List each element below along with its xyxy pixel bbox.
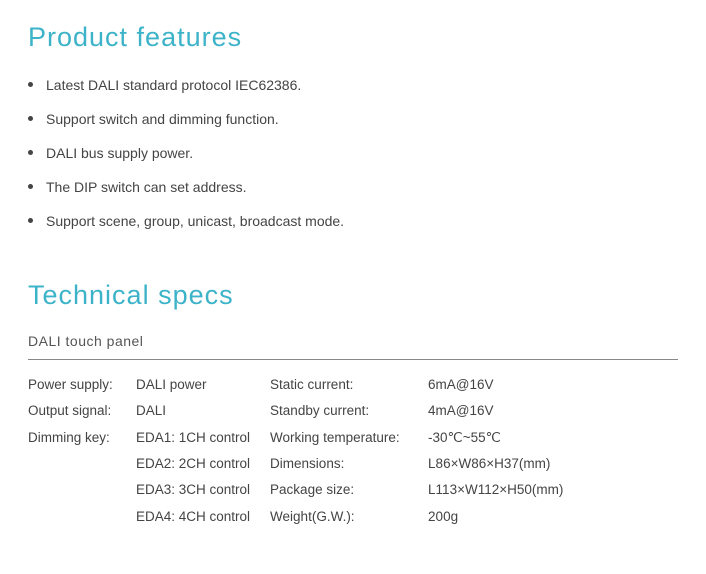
spec-value: EDA1: 1CH control — [136, 425, 250, 451]
spec-label: Working temperature: — [270, 425, 418, 451]
spec-label: Package size: — [270, 477, 418, 503]
spec-value: 6mA@16V — [428, 372, 578, 398]
spec-label: Output signal: — [28, 398, 126, 424]
list-item: Support switch and dimming function. — [28, 109, 678, 130]
list-item: Latest DALI standard protocol IEC62386. — [28, 75, 678, 96]
list-item: DALI bus supply power. — [28, 143, 678, 164]
spec-value: EDA2: 2CH control — [136, 451, 250, 477]
spec-value: EDA3: 3CH control — [136, 477, 250, 503]
spec-label: Power supply: — [28, 372, 126, 398]
features-list: Latest DALI standard protocol IEC62386. … — [28, 75, 678, 232]
spec-value: 4mA@16V — [428, 398, 578, 424]
spec-label: Weight(G.W.): — [270, 504, 418, 530]
features-heading: Product features — [28, 22, 678, 53]
spec-label: Static current: — [270, 372, 418, 398]
spec-label: Dimming key: — [28, 425, 126, 451]
spec-value: 200g — [428, 504, 578, 530]
spec-label: Dimensions: — [270, 451, 418, 477]
specs-subtitle: DALI touch panel — [28, 333, 678, 349]
spec-value: EDA4: 4CH control — [136, 504, 250, 530]
specs-heading: Technical specs — [28, 280, 678, 311]
spec-value: L113×W112×H50(mm) — [428, 477, 578, 503]
specs-col-right: Static current: Standby current: Working… — [270, 372, 578, 530]
spec-label: Standby current: — [270, 398, 418, 424]
specs-grid: Power supply: Output signal: Dimming key… — [28, 372, 678, 530]
list-item: Support scene, group, unicast, broadcast… — [28, 211, 678, 232]
spec-value: -30℃~55℃ — [428, 425, 578, 451]
spec-value: DALI power — [136, 372, 250, 398]
spec-value: L86×W86×H37(mm) — [428, 451, 578, 477]
specs-col-left: Power supply: Output signal: Dimming key… — [28, 372, 250, 530]
divider — [28, 359, 678, 360]
spec-value: DALI — [136, 398, 250, 424]
list-item: The DIP switch can set address. — [28, 177, 678, 198]
